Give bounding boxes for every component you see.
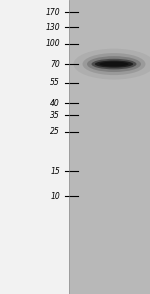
Ellipse shape <box>92 59 136 69</box>
Text: 170: 170 <box>45 8 60 17</box>
Ellipse shape <box>82 53 146 75</box>
Text: 25: 25 <box>50 127 60 136</box>
Ellipse shape <box>95 61 133 68</box>
Ellipse shape <box>74 49 150 79</box>
Text: 35: 35 <box>50 111 60 120</box>
Text: 130: 130 <box>45 23 60 31</box>
Text: 15: 15 <box>50 167 60 176</box>
Text: 40: 40 <box>50 99 60 108</box>
Ellipse shape <box>87 56 141 72</box>
Text: 55: 55 <box>50 78 60 87</box>
Text: 100: 100 <box>45 39 60 48</box>
Text: 70: 70 <box>50 60 60 69</box>
Ellipse shape <box>99 62 129 66</box>
Text: 10: 10 <box>50 192 60 201</box>
Bar <box>69 0 150 294</box>
